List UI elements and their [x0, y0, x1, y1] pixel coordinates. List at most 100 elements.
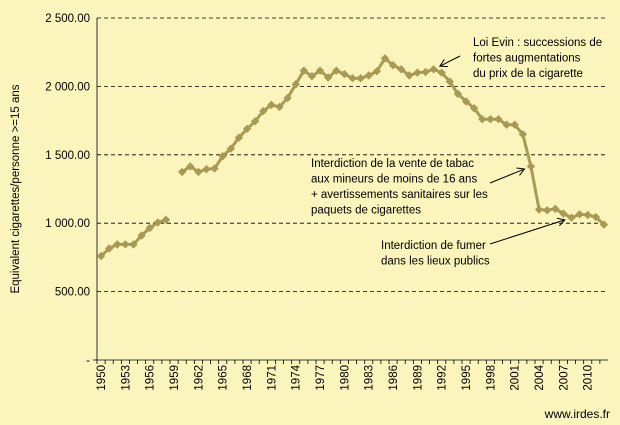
- data-point: [267, 100, 276, 110]
- data-point: [315, 66, 325, 75]
- y-tick-label: -: [86, 355, 90, 367]
- data-point: [567, 213, 576, 222]
- x-tick-label: 1998: [485, 365, 497, 391]
- data-point: [413, 68, 422, 77]
- data-point: [259, 106, 268, 116]
- data-point: [445, 77, 455, 86]
- data-point: [429, 65, 438, 74]
- axes: [93, 18, 608, 364]
- data-point: [348, 73, 357, 83]
- x-tick-label: 2001: [510, 365, 522, 391]
- data-point: [356, 73, 365, 83]
- data-point: [591, 212, 601, 222]
- data-point: [250, 117, 260, 126]
- x-tick-label: 1986: [388, 365, 400, 391]
- data-point: [96, 251, 106, 261]
- annotation-text: dans les lieux publics: [381, 256, 490, 268]
- data-point: [275, 102, 284, 112]
- x-tick-label: 1956: [145, 365, 157, 391]
- data-point: [113, 240, 122, 249]
- annotation-text: Interdiction de fumer: [381, 240, 486, 252]
- annotation-arrowhead: [438, 59, 448, 68]
- x-tick-label: 1974: [291, 364, 303, 390]
- data-point: [161, 215, 171, 224]
- data-point: [583, 210, 592, 220]
- data-point: [502, 120, 511, 129]
- x-tick-label: 1953: [120, 365, 132, 391]
- annotation-text: aux mineurs de moins de 16 ans: [311, 174, 477, 186]
- data-point: [210, 164, 219, 173]
- annotations: Loi Evin : successions de fortes augmenta…: [311, 37, 602, 268]
- annotation-arrow: [489, 168, 525, 184]
- x-tick-label: 1959: [169, 365, 181, 391]
- annotation-text: paquets de cigarettes: [311, 205, 421, 217]
- y-tick-label: 500.00: [55, 287, 90, 299]
- data-point: [186, 162, 195, 171]
- data-point: [494, 115, 503, 124]
- data-point: [291, 80, 300, 89]
- data-point: [534, 205, 544, 214]
- data-point: [283, 93, 292, 103]
- x-tick-label: 1995: [461, 365, 473, 391]
- data-point: [453, 89, 463, 99]
- data-point: [129, 240, 138, 249]
- data-point: [559, 209, 568, 218]
- x-tick-label: 1962: [193, 365, 205, 391]
- data-point: [388, 60, 398, 70]
- y-tick-label: 2 000.00: [45, 81, 90, 93]
- annotation-text: Loi Evin : successions de: [473, 37, 602, 49]
- annotation-text: du prix de la cigarette: [473, 68, 583, 80]
- annotation-arrow: [489, 219, 565, 245]
- x-tick-label: 1968: [242, 365, 254, 391]
- data-point: [307, 71, 317, 81]
- data-point: [234, 133, 244, 142]
- data-point: [242, 124, 252, 134]
- data-point: [323, 73, 333, 82]
- data-point: [194, 167, 203, 177]
- data-point: [332, 66, 341, 75]
- data-point: [145, 223, 154, 233]
- y-tick-label: 1 500.00: [45, 150, 90, 162]
- data-point: [542, 206, 552, 215]
- data-point: [121, 240, 130, 249]
- data-point: [486, 115, 495, 124]
- grid-lines: [97, 17, 608, 293]
- x-tick-labels: 1950 1953 1956 1959 1962 1965 1968 1971 1974 1977…: [96, 364, 595, 390]
- data-point: [575, 210, 584, 219]
- data-point: [421, 67, 430, 77]
- x-tick-label: 2007: [558, 365, 570, 391]
- data-point: [177, 167, 187, 177]
- x-tick-label: 2010: [583, 365, 595, 391]
- data-point: [226, 144, 236, 153]
- annotation-text: Interdiction de la vente de tabac: [311, 158, 474, 170]
- annotation-arrowhead: [516, 167, 526, 176]
- x-tick-label: 1977: [315, 365, 327, 391]
- y-axis-label: Equivalent cigarettes/personne >=15 ans: [10, 84, 22, 293]
- data-point: [380, 54, 390, 63]
- data-point: [469, 104, 479, 113]
- data-point: [137, 231, 146, 240]
- data-point: [364, 71, 373, 80]
- annotation-arrow: [439, 55, 461, 67]
- data-point: [405, 71, 414, 80]
- y-tick-labels: - 500.00 1 000.00 1 500.00 2 000.00 2 500.00: [45, 13, 90, 367]
- data-point: [340, 69, 349, 79]
- data-point: [599, 220, 609, 229]
- x-tick-label: 1965: [218, 365, 230, 391]
- x-tick-label: 1950: [96, 365, 108, 391]
- data-point: [372, 67, 382, 76]
- x-tick-label: 1983: [364, 365, 376, 391]
- x-tick-label: 1989: [412, 365, 424, 391]
- data-point: [437, 68, 446, 77]
- data-point: [202, 164, 211, 174]
- data-point: [551, 204, 560, 214]
- annotation-text: fortes augmentations: [473, 53, 581, 65]
- x-tick-label: 1992: [437, 365, 449, 391]
- data-point: [104, 244, 114, 253]
- x-tick-label: 1971: [266, 365, 278, 391]
- y-tick-label: 1 000.00: [45, 218, 90, 230]
- data-point: [518, 130, 528, 139]
- annotation-arrowhead: [556, 217, 566, 227]
- data-point: [218, 151, 227, 161]
